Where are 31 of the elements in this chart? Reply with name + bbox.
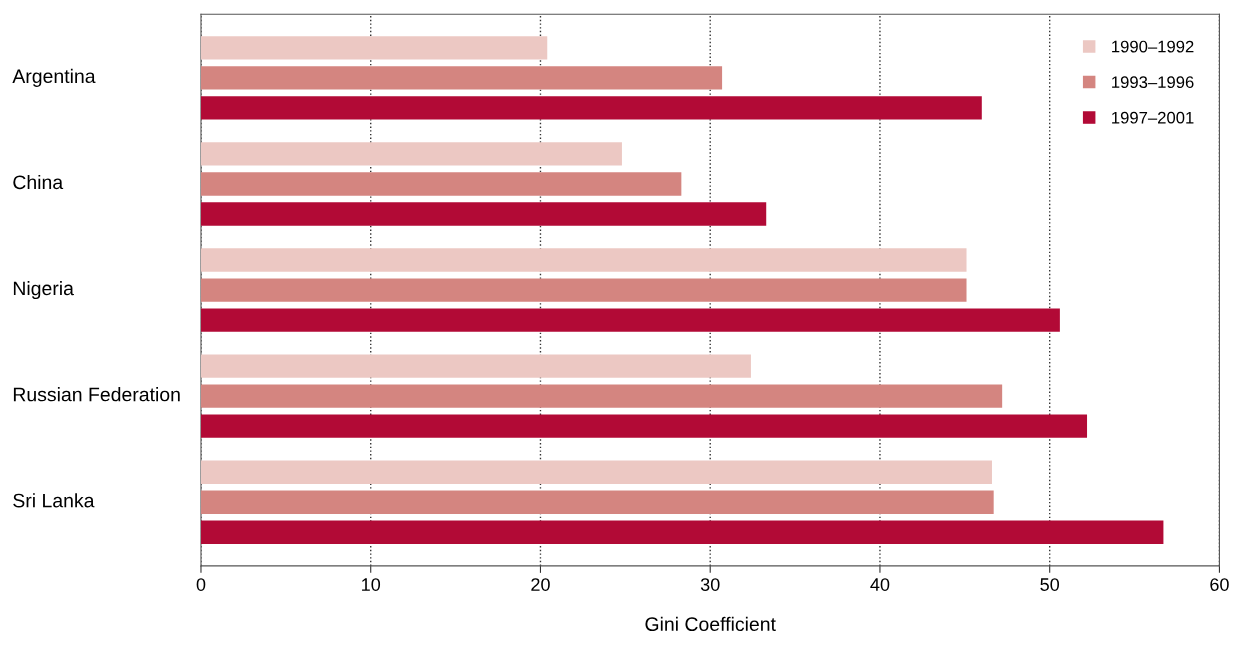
y-tick-label: Nigeria xyxy=(13,280,74,300)
bar xyxy=(200,384,1003,408)
bar xyxy=(200,354,751,378)
bar xyxy=(200,414,1088,438)
x-tick-label: 0 xyxy=(196,578,206,591)
x-tick-label: 50 xyxy=(1040,578,1060,591)
bar xyxy=(200,248,967,272)
bar xyxy=(200,66,723,90)
bar xyxy=(200,460,992,484)
x-tick-label: 30 xyxy=(700,578,720,591)
bar xyxy=(200,490,994,514)
legend-label: 1993–1996 xyxy=(1112,76,1194,89)
legend-label: 1990–1992 xyxy=(1112,40,1194,53)
bar xyxy=(200,308,1060,332)
x-tick-label: 20 xyxy=(531,578,550,591)
bar xyxy=(200,202,767,226)
bar xyxy=(200,96,982,120)
legend-label: 1997–2001 xyxy=(1112,111,1194,124)
bar xyxy=(200,172,682,196)
y-tick-label: Argentina xyxy=(12,68,96,87)
x-tick-label: 10 xyxy=(362,578,381,591)
x-tick-label: 40 xyxy=(870,578,890,591)
bar xyxy=(200,36,548,60)
y-tick-label: China xyxy=(13,174,64,190)
bar xyxy=(200,142,622,166)
y-tick-label: Sri Lanka xyxy=(13,493,95,508)
x-tick-label: 60 xyxy=(1210,578,1229,591)
bar xyxy=(200,520,1164,544)
x-axis-title: Gini Coefficient xyxy=(645,616,776,632)
bar xyxy=(200,278,967,302)
y-tick-label: Russian Federation xyxy=(13,387,180,402)
